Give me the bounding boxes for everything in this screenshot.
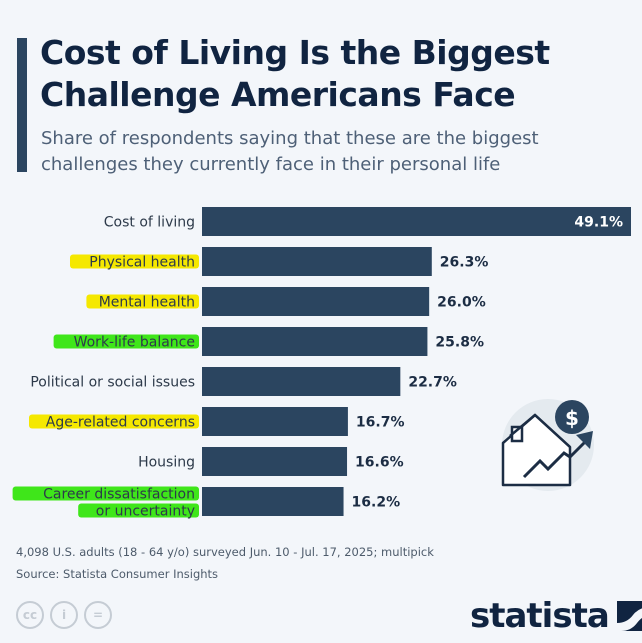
- category-label: Cost of living: [104, 215, 195, 231]
- category-label: Career dissatisfaction: [43, 487, 195, 503]
- bar: [202, 247, 432, 276]
- category-label: Age-related concerns: [46, 415, 195, 431]
- bar: [202, 447, 348, 476]
- statista-logo-icon: [616, 601, 642, 631]
- statista-logo[interactable]: statista: [470, 596, 642, 636]
- label-highlight: [70, 254, 199, 269]
- chart-subtitle: Share of respondents saying that these a…: [41, 128, 539, 175]
- bar: [202, 287, 430, 316]
- value-label: 26.0%: [437, 295, 486, 311]
- label-highlight: [29, 414, 199, 429]
- attribution-icon[interactable]: i: [50, 601, 78, 629]
- value-label: 22.7%: [408, 375, 457, 391]
- bar-row: Age-related concerns 16.7%: [29, 407, 404, 436]
- bar: [202, 407, 348, 436]
- brand-name: statista: [470, 596, 610, 636]
- value-label: 49.1%: [574, 215, 623, 231]
- category-label: Work-life balance: [74, 335, 195, 351]
- value-label: 25.8%: [435, 335, 484, 351]
- category-label: Physical health: [89, 255, 195, 271]
- bar: [202, 207, 631, 236]
- label-highlight: [53, 334, 199, 349]
- label-highlight: [12, 486, 199, 501]
- survey-note: 4,098 U.S. adults (18 - 64 y/o) surveyed…: [16, 545, 434, 559]
- bar-chart: Cost of living 49.1% Physical health 26.3% M…: [12, 207, 631, 520]
- cc-icon[interactable]: cc: [16, 601, 44, 629]
- chart-title: Cost of Living Is the Biggest Challenge …: [40, 33, 550, 114]
- category-label: Mental health: [99, 295, 195, 311]
- house-price-rising-icon: $: [501, 399, 594, 491]
- category-label: Housing: [138, 455, 195, 471]
- bar: [202, 327, 428, 356]
- no-derivatives-icon[interactable]: =: [84, 601, 112, 629]
- value-label: 26.3%: [440, 255, 489, 271]
- bar: [202, 487, 344, 516]
- category-label: Political or social issues: [30, 375, 195, 391]
- value-label: 16.2%: [352, 495, 401, 511]
- bar-row: Cost of living 49.1%: [104, 207, 631, 236]
- value-label: 16.7%: [356, 415, 405, 431]
- source-note: Source: Statista Consumer Insights: [16, 567, 219, 581]
- label-highlight: [86, 294, 199, 309]
- title-accent-bar: [17, 38, 27, 172]
- license-icons: cc i =: [16, 601, 112, 629]
- bar: [202, 367, 401, 396]
- svg-text:$: $: [565, 406, 579, 430]
- bar-row: Mental health 26.0%: [86, 287, 486, 316]
- bar-row: Physical health 26.3%: [70, 247, 488, 276]
- bar-row: Work-life balance 25.8%: [53, 327, 484, 356]
- category-label: or uncertainty: [96, 504, 195, 520]
- bar-row: Housing 16.6%: [138, 447, 404, 476]
- bar-row: Political or social issues 22.7%: [30, 367, 457, 396]
- value-label: 16.6%: [355, 455, 404, 471]
- label-highlight: [78, 503, 199, 518]
